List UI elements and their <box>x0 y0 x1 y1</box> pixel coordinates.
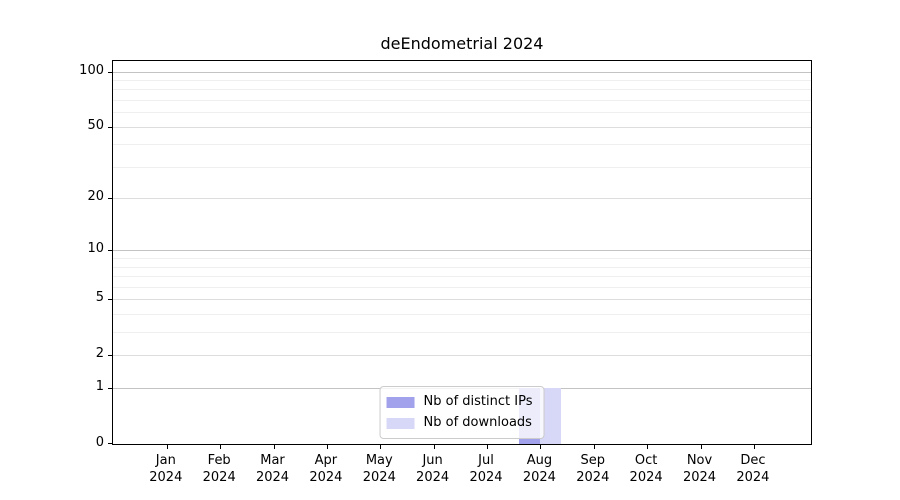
x-tick-label-sep-2024: Sep 2024 <box>561 452 625 486</box>
x-tick-mark-jul-2024 <box>487 445 488 449</box>
legend: Nb of distinct IPs Nb of downloads <box>379 386 545 439</box>
gridline-70 <box>113 99 811 101</box>
x-tick-mark-oct-2024 <box>647 445 649 449</box>
x-tick-year: 2024 <box>469 470 503 485</box>
x-tick-year: 2024 <box>736 470 770 485</box>
legend-swatch-icon <box>386 417 415 429</box>
gridline-90 <box>113 79 811 81</box>
x-tick-mark-feb-2024 <box>220 445 222 449</box>
x-tick-mark-apr-2024 <box>326 445 328 449</box>
y-tick-label-10: 10 <box>87 241 104 257</box>
x-tick-label-jun-2024: Jun 2024 <box>401 452 465 486</box>
x-tick-month: Aug <box>526 453 553 468</box>
gridline-40 <box>113 144 811 146</box>
y-tick-label-100: 100 <box>79 62 104 78</box>
x-tick-label-aug-2024: Aug 2024 <box>507 452 571 486</box>
x-tick-month: Jun <box>422 453 443 468</box>
x-tick-year: 2024 <box>202 470 236 485</box>
y-tick-label-5: 5 <box>95 290 104 306</box>
x-tick-label-nov-2024: Nov 2024 <box>668 452 732 486</box>
y-tick-mark-100 <box>108 71 112 73</box>
x-tick-month: Sep <box>580 453 606 468</box>
gridline-5 <box>113 299 811 301</box>
x-tick-month: Jul <box>478 453 494 468</box>
x-tick-label-feb-2024: Feb 2024 <box>187 452 251 486</box>
y-tick-mark-50 <box>108 126 112 128</box>
x-tick-mark-aug-2024 <box>540 445 542 449</box>
x-tick-label-oct-2024: Oct 2024 <box>614 452 678 486</box>
legend-item-nb-of-downloads: Nb of downloads <box>386 415 533 431</box>
y-tick-label-1: 1 <box>95 379 104 395</box>
x-tick-month: Mar <box>260 453 285 468</box>
x-tick-month: Oct <box>634 453 658 468</box>
x-tick-year: 2024 <box>416 470 450 485</box>
x-tick-label-may-2024: May 2024 <box>347 452 411 486</box>
x-tick-mark-may-2024 <box>380 445 382 449</box>
x-tick-month: Nov <box>686 453 713 468</box>
x-tick-month: Dec <box>740 453 766 468</box>
x-tick-month: Apr <box>314 453 338 468</box>
legend-label: Nb of distinct IPs <box>423 394 533 409</box>
x-tick-year: 2024 <box>309 470 343 485</box>
plot-area: Nb of distinct IPs Nb of downloads <box>108 60 812 449</box>
x-tick-mark-jan-2024 <box>166 445 168 449</box>
x-tick-year: 2024 <box>149 470 183 485</box>
x-tick-mark-sep-2024 <box>593 445 595 449</box>
x-tick-year: 2024 <box>255 470 290 485</box>
bar-nb-of-downloads-aug-2024 <box>540 388 562 444</box>
y-tick-mark-2 <box>108 355 112 357</box>
x-tick-mark-nov-2024 <box>700 445 702 449</box>
gridline-10 <box>113 250 811 252</box>
y-tick-mark-5 <box>108 299 112 301</box>
gridline-60 <box>113 112 811 114</box>
gridline-50 <box>113 126 811 128</box>
y-tick-label-0: 0 <box>95 435 104 450</box>
x-tick-mark-jun-2024 <box>433 445 435 449</box>
x-tick-mark-mar-2024 <box>273 445 275 449</box>
x-tick-year: 2024 <box>629 470 663 485</box>
x-tick-year: 2024 <box>362 470 396 485</box>
gridline-7 <box>113 276 811 278</box>
gridline-80 <box>113 89 811 91</box>
y-tick-label-20: 20 <box>87 189 104 205</box>
x-tick-month: Feb <box>207 453 231 468</box>
x-tick-month: Jan <box>155 453 176 468</box>
x-tick-year: 2024 <box>682 470 717 485</box>
x-tick-label-jan-2024: Jan 2024 <box>134 452 198 486</box>
gridline-9 <box>113 258 811 260</box>
x-tick-label-dec-2024: Dec 2024 <box>721 452 785 486</box>
gridline-6 <box>113 286 811 288</box>
x-tick-year: 2024 <box>576 470 610 485</box>
gridline-8 <box>113 266 811 268</box>
x-tick-mark-dec-2024 <box>753 445 755 449</box>
chart-title: deEndometrial 2024 <box>380 34 544 53</box>
y-tick-label-2: 2 <box>95 346 104 362</box>
legend-item-nb-of-distinct-ips: Nb of distinct IPs <box>386 394 533 410</box>
x-tick-label-jul-2024: Jul 2024 <box>454 452 518 486</box>
y-tick-mark-20 <box>108 198 112 200</box>
y-tick-mark-10 <box>108 250 112 252</box>
x-tick-month: May <box>365 453 393 468</box>
gridline-4 <box>113 314 811 316</box>
y-tick-label-50: 50 <box>87 117 104 133</box>
legend-label: Nb of downloads <box>423 415 532 430</box>
x-tick-label-apr-2024: Apr 2024 <box>294 452 358 486</box>
gridline-100 <box>113 71 811 73</box>
gridline-30 <box>113 166 811 168</box>
x-tick-year: 2024 <box>522 470 556 485</box>
gridline-3 <box>113 332 811 334</box>
x-tick-label-mar-2024: Mar 2024 <box>241 452 305 486</box>
gridline-2 <box>113 355 811 357</box>
y-tick-mark-1 <box>108 388 112 390</box>
gridline-20 <box>113 198 811 200</box>
y-tick-mark-0 <box>108 443 112 444</box>
legend-swatch-icon <box>386 396 415 408</box>
